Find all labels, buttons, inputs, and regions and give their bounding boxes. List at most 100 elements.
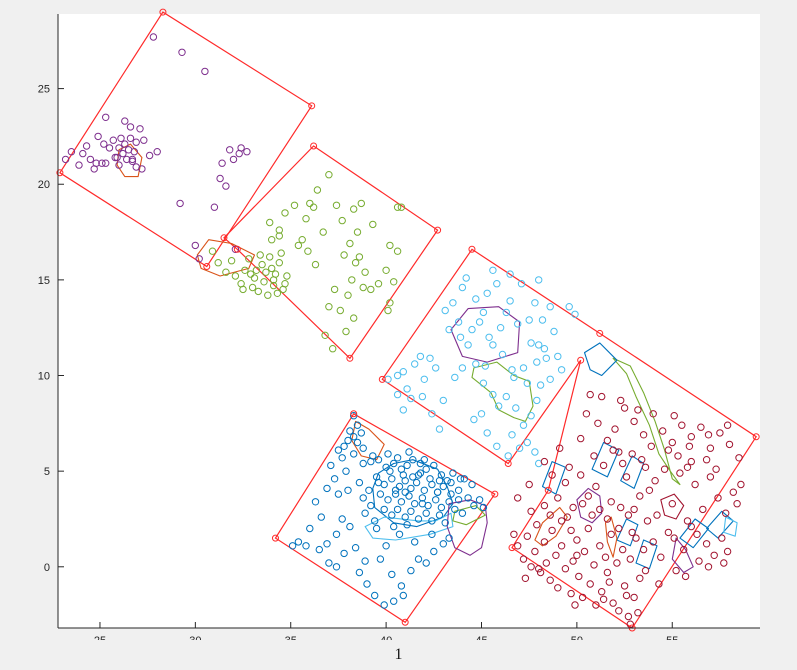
data-point [729,488,737,496]
boundary-vertex [504,460,512,468]
data-point [515,444,524,452]
data-point [102,159,110,167]
data-point [283,272,291,280]
data-point [525,480,533,489]
cluster-contour-1 [196,239,256,277]
data-point [451,505,459,514]
data-point [447,490,455,498]
data-point [346,427,354,435]
data-point [435,425,444,433]
data-point [645,486,654,494]
data-point [735,454,743,462]
data-point [523,438,531,447]
data-point [681,572,690,581]
data-point [359,444,367,452]
data-point [100,140,108,148]
boundary-vertex [203,262,211,270]
data-point [477,410,486,418]
data-point [376,555,385,563]
data-point [586,390,594,399]
data-point [445,325,453,334]
data-point [542,559,550,567]
data-point [533,396,541,405]
data-point [75,161,83,169]
x-tick-label: 45 [475,635,487,640]
data-point [702,540,711,548]
data-point [372,524,381,533]
data-point [538,316,547,324]
data-point [367,501,375,510]
data-point [609,599,617,607]
data-point [399,368,407,376]
data-point [594,419,602,427]
data-point [704,563,713,571]
data-point [533,521,541,529]
data-point [390,597,398,605]
data-point [638,456,646,464]
cluster-contour-13 [620,455,645,489]
data-point [426,475,434,483]
data-point [472,295,480,303]
data-point [668,500,676,508]
data-point [374,280,383,288]
data-point [563,513,571,521]
data-point [338,515,346,523]
data-point [319,228,327,236]
data-point [525,316,533,324]
data-point [353,228,362,236]
data-point [605,578,613,586]
data-point [288,542,297,550]
data-point [649,538,657,546]
boundary-vertex [752,433,760,441]
data-point [699,505,707,514]
data-point [117,134,125,143]
data-point [620,582,629,590]
data-point [382,266,390,274]
data-point [390,278,398,286]
data-point [449,299,457,307]
data-point [624,511,633,519]
data-point [435,511,444,519]
data-point [481,362,489,370]
data-point [67,148,76,156]
data-point [521,574,530,582]
data-point [82,142,91,150]
series-purple [61,33,251,263]
data-point [557,542,566,550]
data-point [401,488,409,496]
data-point [344,291,352,299]
data-point [422,559,430,567]
data-point [479,503,488,512]
data-point [407,566,415,575]
data-point [397,582,406,590]
data-point [710,551,718,559]
data-point [506,297,514,305]
data-point [294,538,303,546]
data-point [350,314,358,322]
data-point [535,565,543,573]
data-point [359,459,367,468]
data-point [86,155,95,164]
boundary-vertex [508,544,516,552]
data-point [630,417,638,426]
data-point [630,593,638,602]
data-point [536,568,545,577]
data-point [546,511,554,519]
data-point [369,452,377,460]
data-point [342,327,350,336]
cluster-contour-23 [723,516,738,537]
data-point [670,412,678,420]
data-point [624,612,633,621]
data-point [388,475,396,483]
data-point [573,551,581,559]
data-point [258,260,266,269]
data-point [554,584,562,592]
data-point [115,144,123,152]
data-point [248,283,257,292]
data-point [105,144,114,152]
boundary-region-3 [274,412,496,624]
data-point [495,402,503,410]
data-point [716,429,724,437]
data-point [437,503,446,512]
data-point [430,547,438,556]
